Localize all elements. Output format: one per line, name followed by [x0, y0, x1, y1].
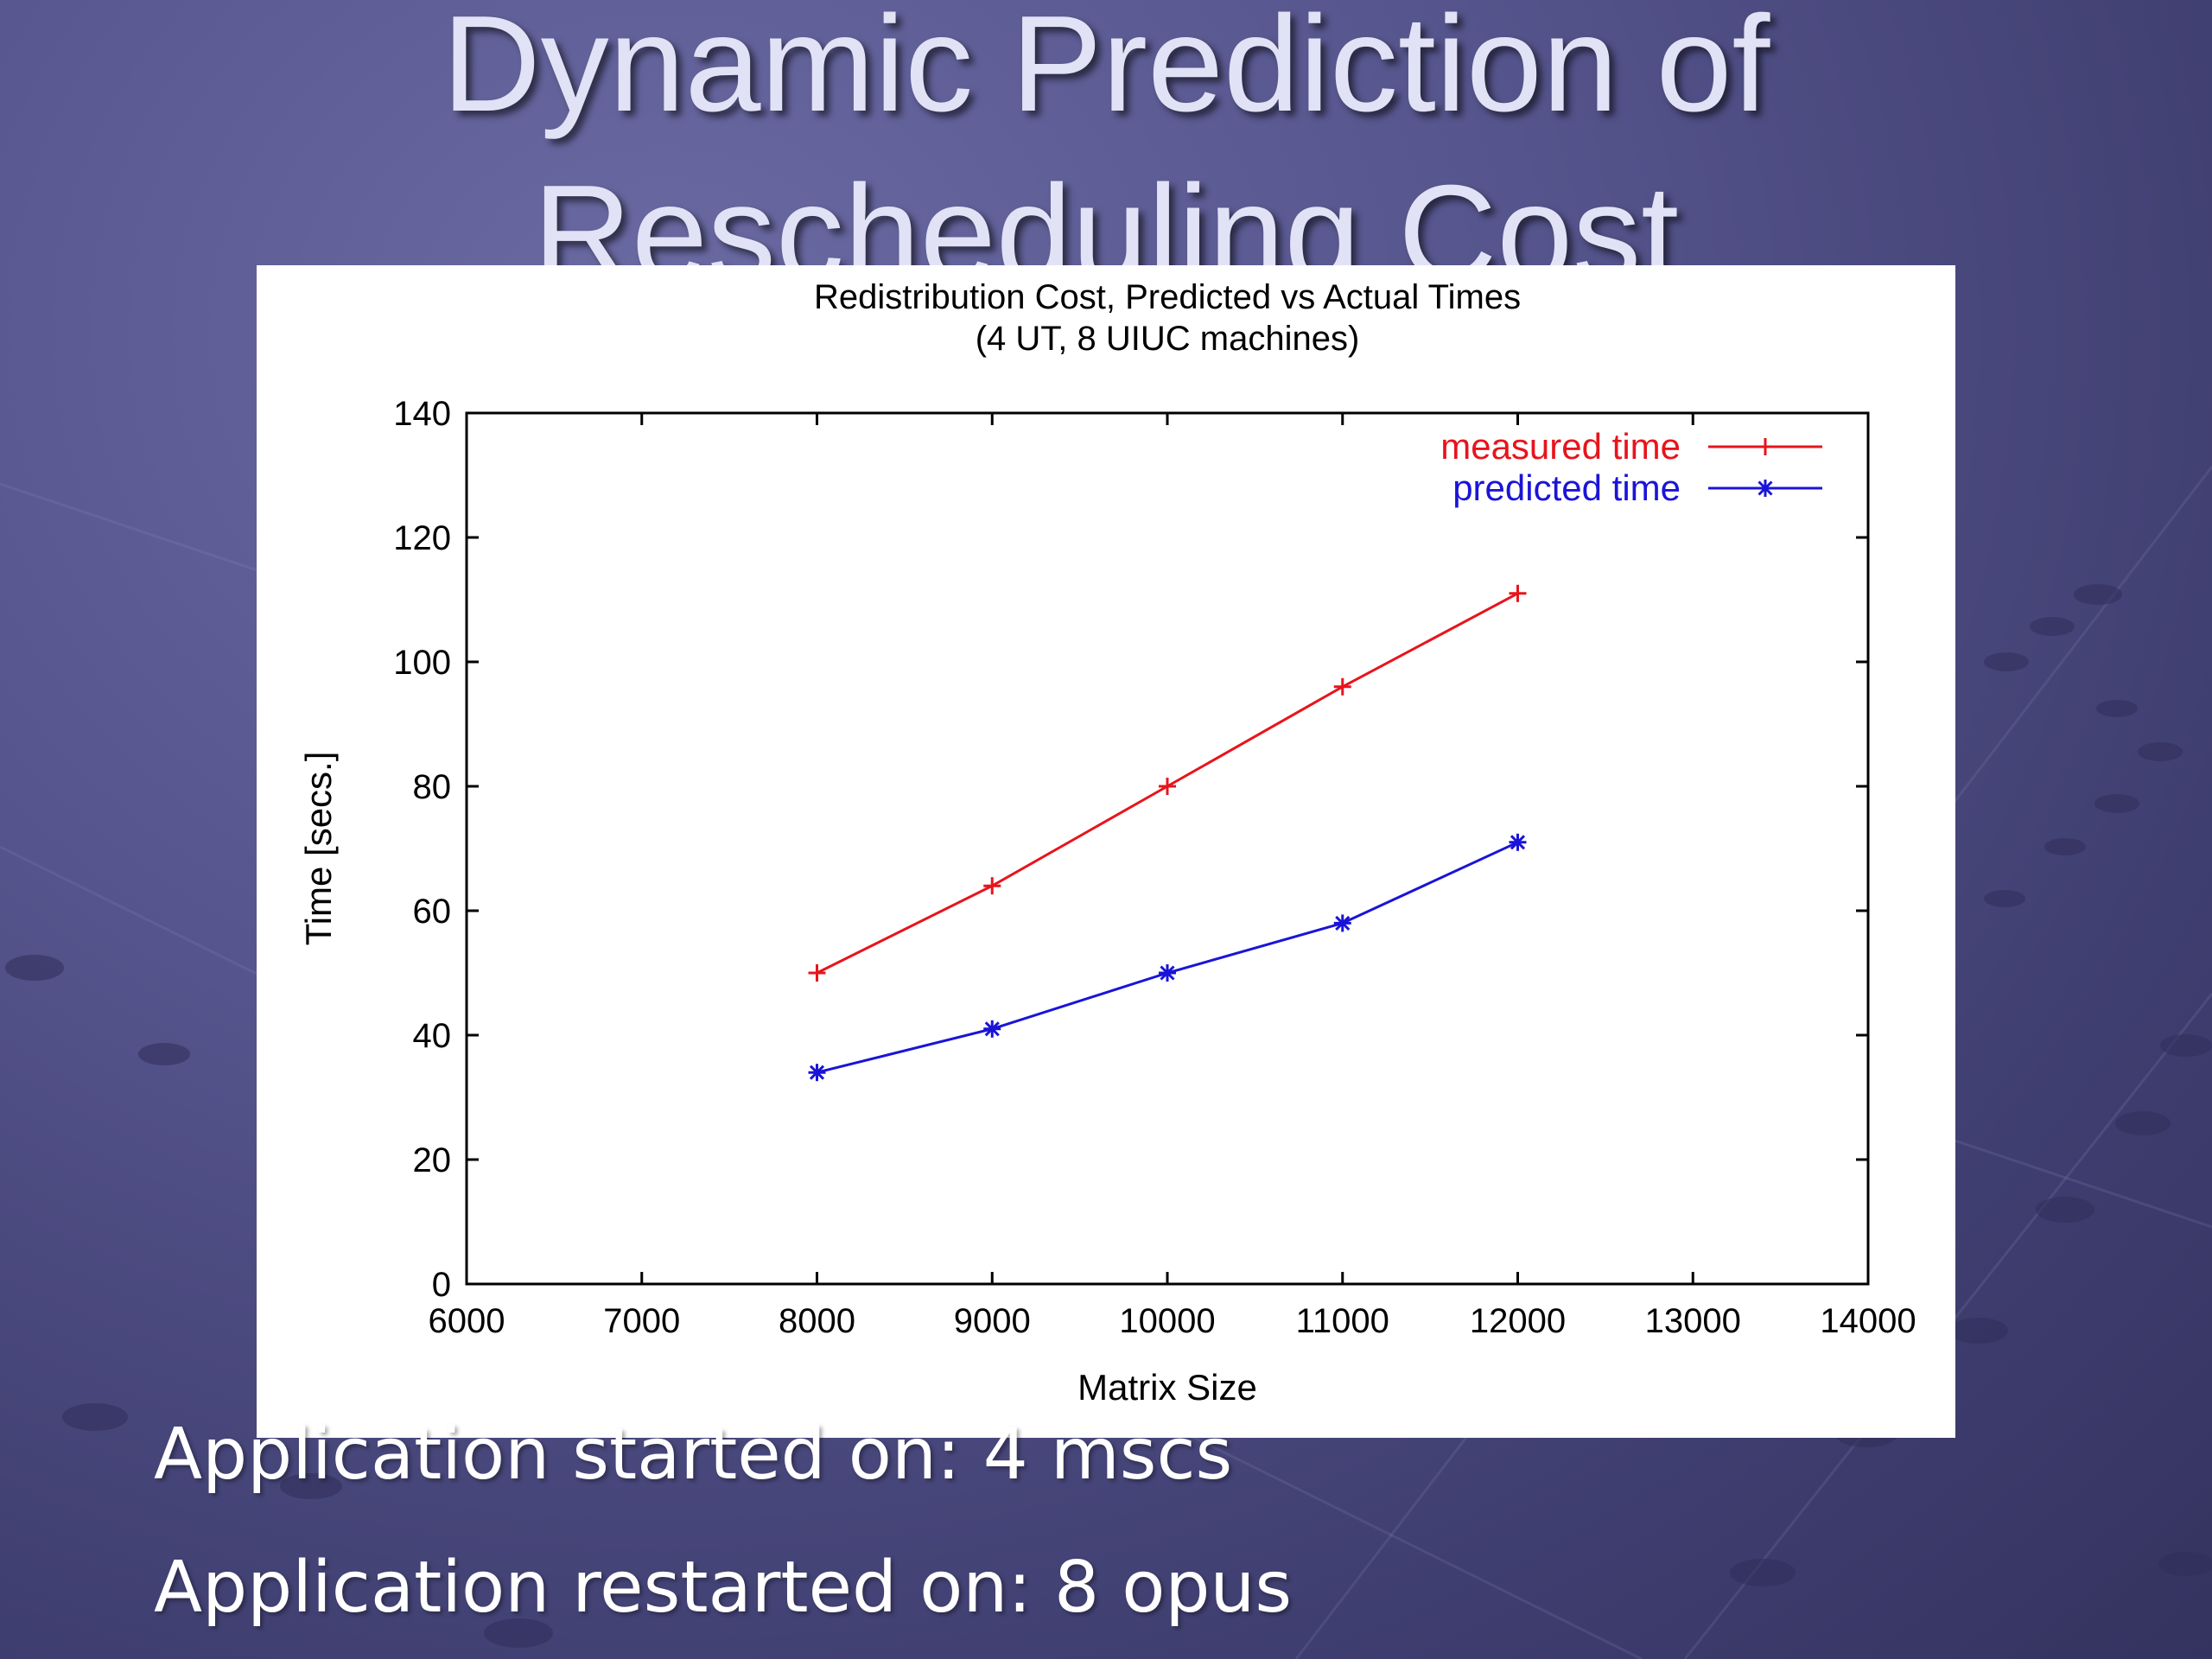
- data-point-measured-time: [808, 964, 826, 982]
- x-tick-label: 6000: [429, 1302, 505, 1340]
- x-tick-label: 7000: [603, 1302, 680, 1340]
- y-tick-label: 40: [413, 1017, 452, 1055]
- legend-label-measured-time: measured time: [1440, 426, 1681, 467]
- data-point-measured-time: [983, 877, 1001, 895]
- x-tick-label: 10000: [1119, 1302, 1215, 1340]
- legend-label-predicted-time: predicted time: [1452, 467, 1681, 508]
- legend-marker-measured-time: [1757, 438, 1774, 455]
- series-layer: [808, 584, 1527, 1082]
- legend-marker-predicted-time: [1757, 480, 1774, 497]
- y-tick-label: 120: [393, 519, 451, 557]
- slide-title-line-1: Dynamic Prediction of: [442, 0, 1770, 140]
- y-tick-label: 60: [413, 893, 452, 931]
- x-axis-label: Matrix Size: [1077, 1367, 1257, 1408]
- x-axis: 6000 7000 8000 9000 10000 11000 12000 13000 1400…: [429, 413, 1916, 1340]
- y-axis-label: Time [secs.]: [298, 752, 339, 946]
- chart-subtitle: (4 UT, 8 UIUC machines): [976, 320, 1360, 358]
- line-chart: Redistribution Cost, Predicted vs Actual…: [298, 278, 1916, 1408]
- y-tick-label: 80: [413, 768, 452, 806]
- plot-frame: [465, 411, 1870, 1286]
- series-line-predicted-time: [817, 841, 1519, 1074]
- x-tick-label: 11000: [1296, 1302, 1389, 1340]
- x-tick-label: 14000: [1820, 1302, 1916, 1340]
- bullet-restarted: Application restarted on: 8 opus: [154, 1547, 1293, 1629]
- data-point-predicted-time: [1333, 914, 1351, 932]
- bullet-started: Application started on: 4 mscs: [154, 1414, 1233, 1496]
- x-tick-label: 12000: [1470, 1302, 1566, 1340]
- x-tick-label: 8000: [779, 1302, 855, 1340]
- data-point-predicted-time: [1159, 964, 1176, 982]
- y-tick-label: 100: [393, 644, 451, 682]
- chart-title: Redistribution Cost, Predicted vs Actual…: [814, 278, 1521, 316]
- data-point-predicted-time: [1509, 833, 1527, 851]
- x-tick-label: 13000: [1645, 1302, 1741, 1340]
- chart-panel: Redistribution Cost, Predicted vs Actual…: [257, 265, 1955, 1438]
- x-tick-label: 9000: [954, 1302, 1031, 1340]
- data-point-measured-time: [1333, 677, 1351, 696]
- y-tick-label: 140: [393, 395, 451, 433]
- data-point-measured-time: [1509, 584, 1527, 602]
- data-point-predicted-time: [808, 1064, 826, 1082]
- y-tick-label: 0: [432, 1266, 451, 1304]
- y-axis: 0 20 40 60 80 100 120 140: [393, 395, 1868, 1304]
- data-point-predicted-time: [983, 1020, 1001, 1038]
- y-tick-label: 20: [413, 1141, 452, 1179]
- data-point-measured-time: [1159, 778, 1176, 795]
